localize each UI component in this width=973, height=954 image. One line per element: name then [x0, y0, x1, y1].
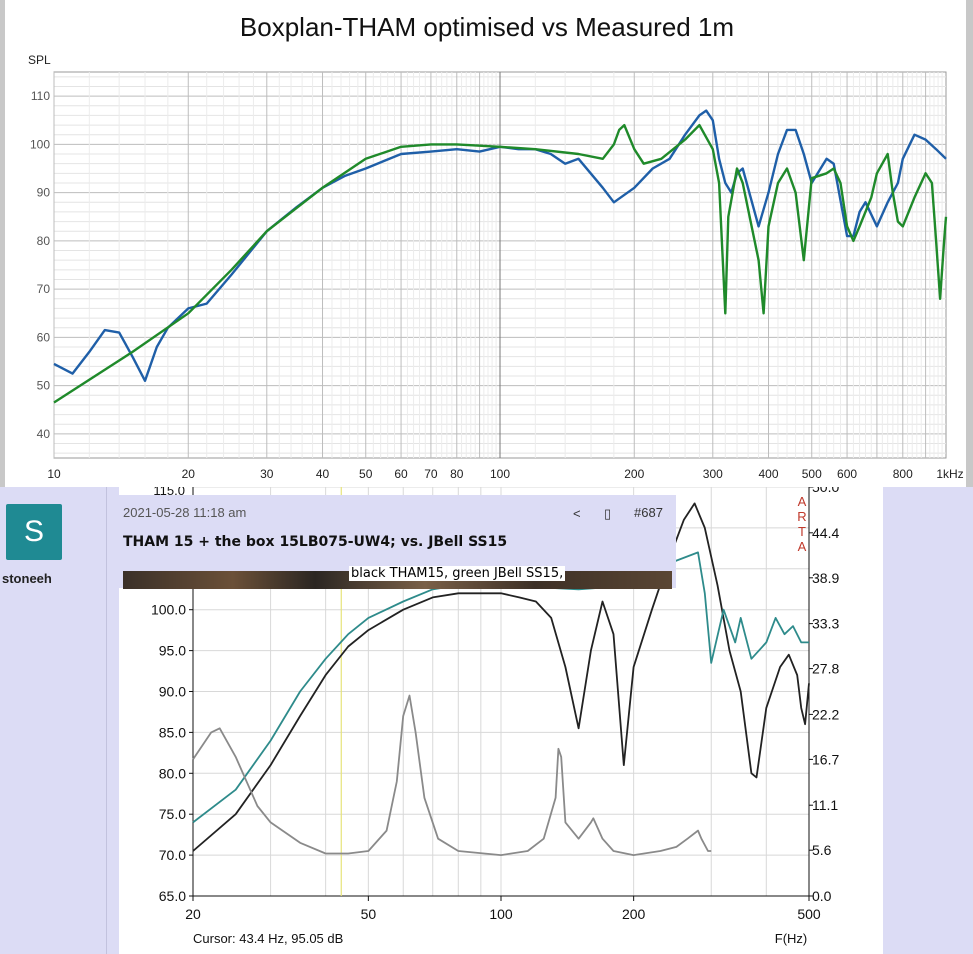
arta-right-tick-label: 44.4 [812, 525, 839, 541]
top-x-tick-label: 30 [260, 467, 274, 481]
arta-right-tick-label: 16.7 [812, 751, 839, 767]
top-y-tick-label: 40 [37, 427, 51, 441]
arta-series-line-1 [192, 502, 810, 852]
top-x-tick-label: 1kHz [936, 467, 963, 481]
arta-left-tick-label: 65.0 [159, 888, 186, 904]
top-y-tick-label: 80 [37, 234, 51, 248]
arta-x-tick-label: 200 [622, 906, 646, 922]
arta-right-tick-label: 33.3 [812, 616, 839, 632]
arta-series-line-2 [192, 551, 809, 824]
top-x-tick-label: 10 [47, 467, 61, 481]
username[interactable]: stoneeh [2, 571, 52, 586]
top-x-tick-label: 600 [837, 467, 857, 481]
top-chart-panel: Boxplan-THAM optimised vs Measured 1m SP… [0, 0, 973, 487]
top-y-tick-label: 50 [37, 379, 51, 393]
arta-series-line-3 [192, 694, 712, 856]
arta-left-tick-label: 100.0 [151, 602, 186, 618]
arta-right-tick-label: 22.2 [812, 706, 839, 722]
post-date[interactable]: 2021-05-28 11:18 am [123, 505, 247, 520]
top-y-tick-label: 60 [37, 330, 51, 344]
top-x-tick-label: 20 [182, 467, 196, 481]
post-number[interactable]: #687 [634, 505, 663, 520]
arta-x-tick-label: 20 [185, 906, 201, 922]
arta-left-tick-label: 75.0 [159, 806, 186, 822]
arta-right-tick-label: 38.9 [812, 570, 839, 586]
top-series-line-2 [53, 123, 948, 404]
top-x-tick-label: 60 [394, 467, 408, 481]
image-caption: black THAM15, green JBell SS15, [349, 566, 566, 581]
panel-border-right [966, 0, 973, 487]
top-x-tick-label: 100 [490, 467, 510, 481]
top-x-tick-label: 50 [359, 467, 373, 481]
top-y-tick-label: 70 [37, 282, 51, 296]
arta-letter: A [798, 539, 807, 554]
top-x-tick-label: 500 [802, 467, 822, 481]
top-x-tick-label: 200 [624, 467, 644, 481]
top-chart: Boxplan-THAM optimised vs Measured 1m SP… [28, 12, 964, 481]
top-x-tick-label: 400 [759, 467, 779, 481]
arta-letter: R [797, 509, 806, 524]
top-y-tick-label: 110 [31, 89, 50, 103]
author-column: S stoneeh [0, 487, 107, 954]
top-chart-title: Boxplan-THAM optimised vs Measured 1m [240, 12, 734, 42]
arta-left-tick-label: 80.0 [159, 765, 186, 781]
top-x-tick-label: 800 [893, 467, 913, 481]
avatar[interactable]: S [6, 504, 62, 560]
arta-right-tick-label: 0.0 [812, 888, 832, 904]
share-icon[interactable]: < [573, 506, 581, 521]
arta-right-tick-label: 11.1 [812, 797, 838, 813]
arta-x-tick-label: 100 [489, 906, 513, 922]
top-x-tick-label: 70 [424, 467, 438, 481]
cursor-readout: Cursor: 43.4 Hz, 95.05 dB [193, 931, 343, 946]
top-chart-ylabel: SPL [28, 53, 51, 67]
arta-right-tick-label: 5.6 [812, 842, 832, 858]
post-title: THAM 15 + the box 15LB075-UW4; vs. JBell… [123, 534, 508, 550]
arta-left-tick-label: 90.0 [159, 684, 186, 700]
top-x-tick-label: 300 [703, 467, 723, 481]
arta-letter: T [798, 524, 806, 539]
arta-top-tick: 115.0 [153, 487, 185, 498]
arta-right-tick-label: 27.8 [812, 661, 839, 677]
top-x-tick-label: 40 [316, 467, 330, 481]
arta-xlabel: F(Hz) [775, 931, 808, 946]
panel-border-left [0, 0, 5, 487]
top-x-tick-label: 80 [450, 467, 464, 481]
arta-left-tick-label: 85.0 [159, 724, 186, 740]
top-y-tick-label: 90 [37, 186, 51, 200]
arta-left-tick-label: 70.0 [159, 847, 186, 863]
arta-left-tick-label: 95.0 [159, 643, 186, 659]
bookmark-icon[interactable]: ▯ [604, 506, 612, 521]
arta-x-tick-label: 500 [797, 906, 821, 922]
arta-right-tick-label: 50.0 [812, 487, 839, 495]
arta-letter: A [798, 494, 807, 509]
top-y-tick-label: 100 [30, 137, 50, 151]
arta-x-tick-label: 50 [361, 906, 377, 922]
